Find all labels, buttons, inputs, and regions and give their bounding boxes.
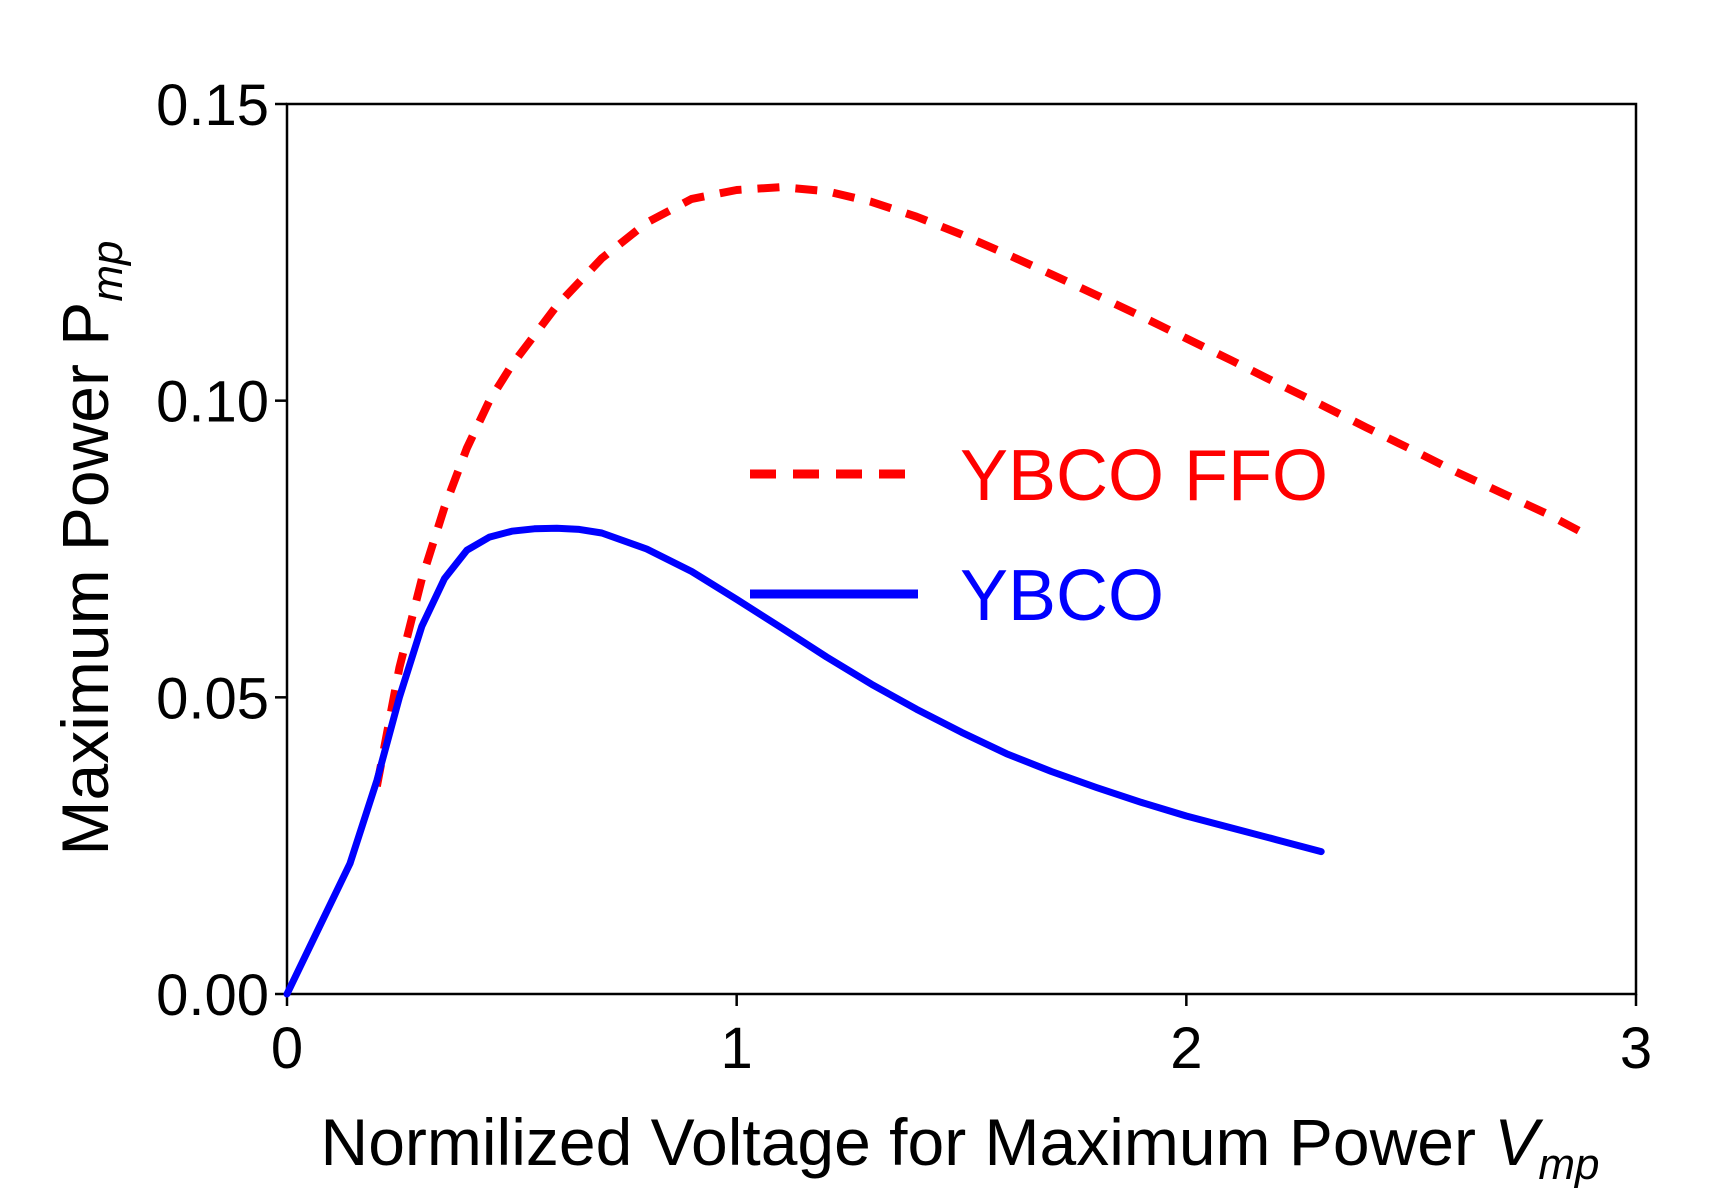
y-axis-label: Maximum Power Pmp (48, 241, 132, 856)
y-axis-label-main: Maximum Power P (48, 302, 122, 856)
plot-area (285, 102, 1638, 996)
series-layer (283, 183, 1593, 998)
x-axis: 0 1 2 3 (271, 994, 1652, 1081)
series-line-ybco (283, 524, 1325, 998)
series-line-ybco-ffo (372, 183, 1593, 788)
y-tick-label: 0.10 (156, 370, 269, 435)
x-tick-label: 3 (1620, 1016, 1652, 1081)
y-axis-label-sub: mp (83, 241, 132, 302)
legend-label-ybco-ffo: YBCO FFO (960, 436, 1328, 516)
x-axis-label-var: V (1494, 1105, 1544, 1179)
x-tick-label: 1 (721, 1016, 753, 1081)
x-tick-label: 2 (1170, 1016, 1202, 1081)
legend: YBCO FFO YBCO (750, 436, 1328, 636)
y-axis: 0.00 0.05 0.10 0.15 (156, 73, 287, 1028)
x-tick-label: 0 (271, 1016, 303, 1081)
y-tick-label: 0.15 (156, 73, 269, 138)
x-axis-label-main: Normilized Voltage for Maximum Power (321, 1105, 1495, 1179)
x-axis-label-sub: mp (1538, 1140, 1599, 1189)
y-tick-label: 0.05 (156, 666, 269, 731)
x-axis-label: Normilized Voltage for Maximum Power Vmp (321, 1105, 1600, 1189)
y-tick-label: 0.00 (156, 963, 269, 1028)
legend-label-ybco: YBCO (960, 556, 1164, 636)
